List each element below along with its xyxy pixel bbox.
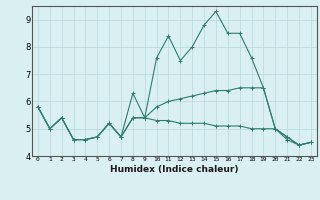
X-axis label: Humidex (Indice chaleur): Humidex (Indice chaleur) (110, 165, 239, 174)
